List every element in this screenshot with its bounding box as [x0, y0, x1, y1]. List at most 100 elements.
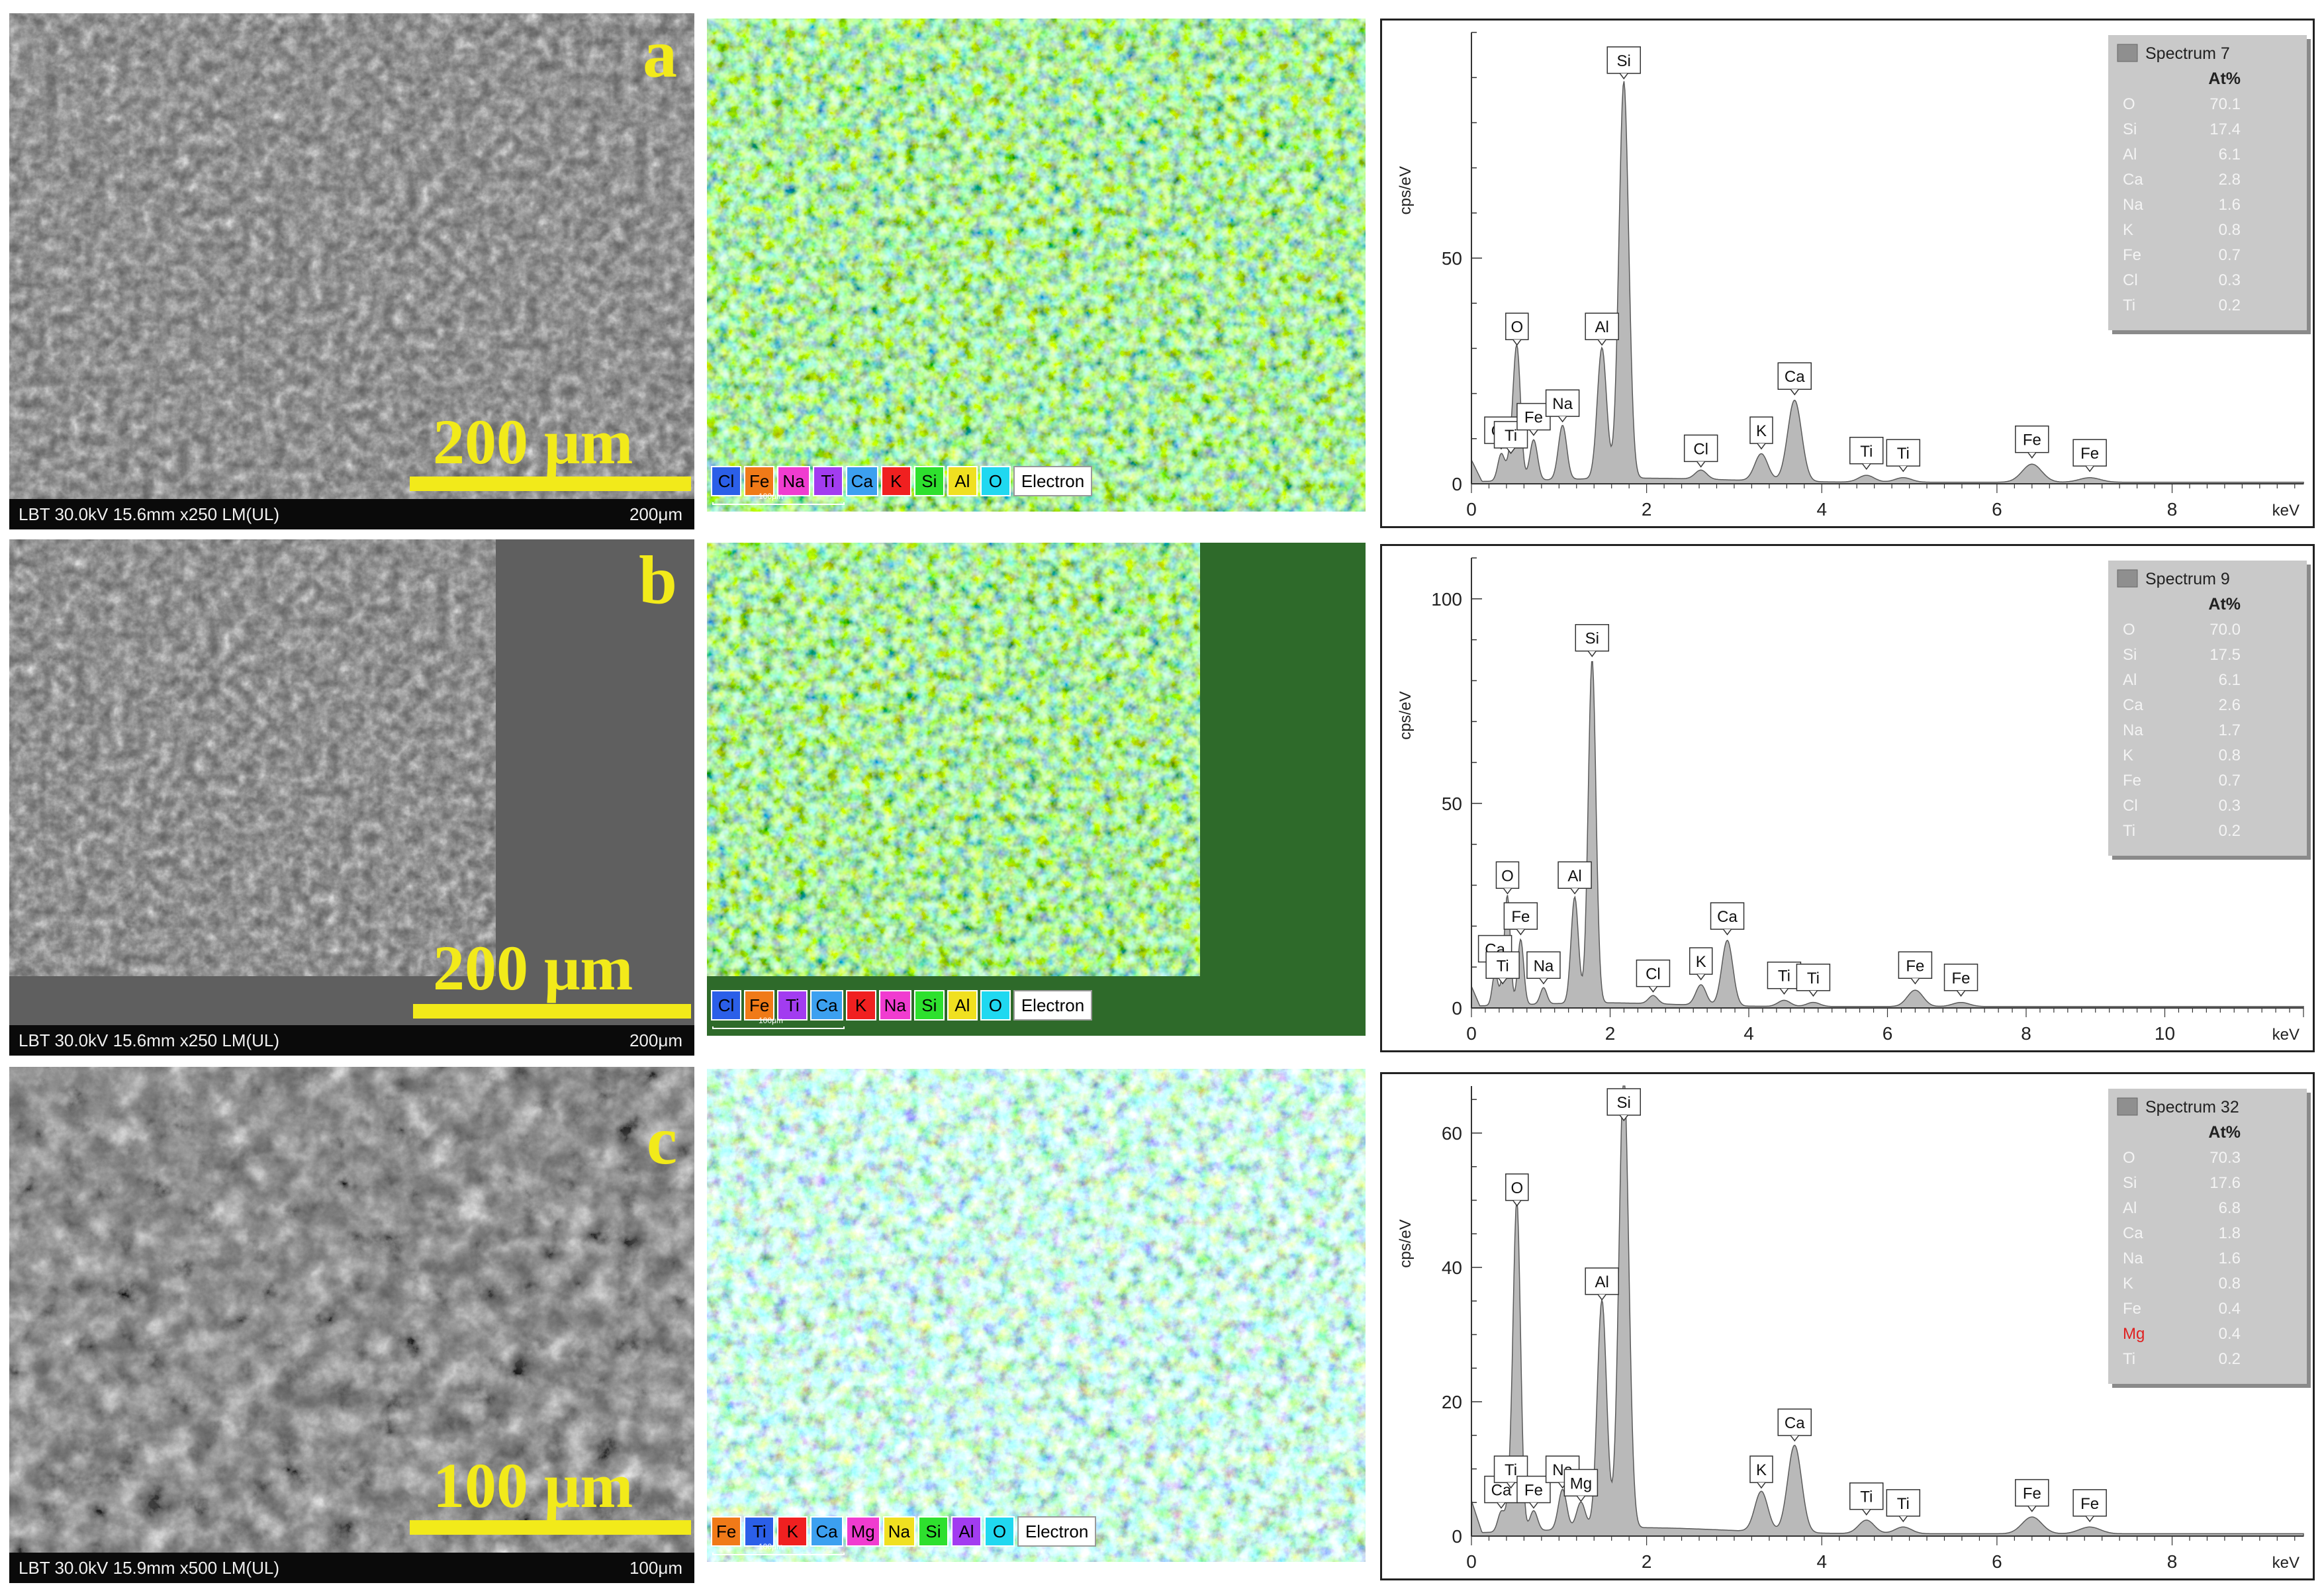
sem-texture	[9, 1067, 694, 1583]
peak-label-text: Fe	[2023, 1485, 2041, 1503]
x-tick-label: 2	[1642, 1551, 1652, 1572]
element-name: Si	[2123, 646, 2137, 664]
y-tick-label: 40	[1442, 1257, 1462, 1278]
peak-label-text: O	[1501, 867, 1514, 885]
peak-label-text: Mg	[1570, 1475, 1592, 1492]
x-tick-label: 4	[1816, 499, 1827, 520]
peak-label-ca: Ca	[1777, 362, 1812, 396]
legend-chip-al: Al	[947, 466, 978, 496]
legend-chip-si: Si	[917, 1516, 949, 1547]
peak-label-text: K	[1756, 1461, 1767, 1479]
legend-chip-electron: Electron	[1013, 990, 1093, 1021]
peak-label-text: Si	[1617, 1094, 1631, 1112]
peak-label-text: Ti	[1860, 443, 1873, 461]
peak-label-text: Si	[1585, 630, 1599, 648]
x-tick-label: 10	[2155, 1023, 2175, 1044]
element-at-percent: 2.8	[2219, 171, 2241, 189]
spectrum-curve	[1471, 660, 2304, 1009]
scale-bar-label: 200 μm	[433, 933, 633, 1003]
peak-label-pointer	[2085, 1516, 2094, 1523]
map-scale-bar: 100μm	[712, 1016, 845, 1032]
peak-label-ti: Ti	[1849, 1482, 1884, 1516]
peak-label-text: Ca	[1785, 1414, 1805, 1432]
element-name: Ti	[2123, 822, 2135, 840]
y-tick-label: 20	[1442, 1392, 1462, 1412]
legend-chip-cl: Cl	[711, 990, 741, 1021]
x-tick-label: 0	[1466, 499, 1477, 520]
sem-data-bar: LBT 30.0kV 15.6mm x250 LM(UL) 200μm	[9, 499, 694, 529]
peak-label-fe: Fe	[2015, 425, 2049, 459]
at-percent-header: At%	[2208, 1123, 2241, 1142]
peak-label-pointer	[2085, 465, 2094, 473]
peak-label-o: O	[1495, 861, 1520, 895]
x-tick-label: 0	[1466, 1551, 1477, 1572]
element-name: Al	[2123, 1199, 2137, 1217]
legend-chip-k: K	[880, 466, 911, 496]
x-tick-label: 6	[1882, 1023, 1893, 1044]
peak-label-al: Al	[1557, 861, 1592, 895]
element-at-percent: 1.7	[2219, 721, 2241, 739]
peak-label-pointer	[1587, 651, 1597, 657]
x-tick-label: 0	[1466, 1023, 1477, 1044]
element-name: O	[2123, 95, 2135, 113]
sem-data-bar-scale: 100μm	[629, 1558, 682, 1578]
peak-label-pointer	[1506, 447, 1516, 455]
element-name: O	[2123, 621, 2135, 639]
element-at-percent: 70.1	[2209, 95, 2241, 113]
map-scale-bar: 100μm	[712, 492, 845, 508]
element-legend: Fe Ti K Ca Mg Na Si Al O Electron	[711, 1516, 1097, 1547]
peak-label-pointer	[1757, 1482, 1766, 1489]
peak-label-text: Cl	[1693, 440, 1708, 458]
element-at-percent: 17.5	[2209, 646, 2241, 664]
peak-label-text: Ca	[1785, 368, 1805, 386]
peak-label-pointer	[1808, 990, 1818, 997]
peak-label-text: Na	[1552, 395, 1573, 413]
peak-label-fe: Fe	[1943, 964, 1978, 997]
peak-label-si: Si	[1575, 623, 1610, 657]
peak-label-box	[1636, 959, 1671, 987]
at-percent-header: At%	[2208, 69, 2241, 88]
peak-label-box	[1689, 947, 1713, 975]
peak-label-fe: Fe	[2072, 439, 2107, 473]
peak-label-box	[1557, 861, 1592, 889]
element-name: Al	[2123, 671, 2137, 689]
peak-label-box	[1749, 1455, 1773, 1483]
peak-label-pointer	[1697, 461, 1706, 468]
peak-label-text: Cl	[1646, 966, 1661, 983]
peak-label-pointer	[1898, 1516, 1908, 1523]
spectrum-chart: 0 50 100 0 2 4 6 8 10 keV cps/eV Ca Ti O Fe Na Al Si Cl K Ca…	[1397, 557, 2311, 1044]
element-name: Ti	[2123, 1350, 2135, 1368]
legend-chip-al: Al	[951, 1516, 982, 1547]
peak-label-text: Al	[1595, 318, 1608, 336]
spectrum-title: Spectrum 32	[2145, 1098, 2239, 1116]
element-name: Ca	[2123, 171, 2143, 189]
legend-chip-electron: Electron	[1017, 1516, 1097, 1547]
panel-letter: c	[646, 1103, 677, 1179]
peak-label-box	[1505, 312, 1529, 340]
peak-label-text: Fe	[2080, 1495, 2099, 1513]
peak-label-pointer	[1956, 990, 1966, 997]
peak-label-box	[1767, 961, 1802, 989]
peak-label-text: O	[1511, 1179, 1523, 1197]
x-axis-label: keV	[2272, 1026, 2300, 1044]
x-tick-label: 2	[1605, 1023, 1616, 1044]
peak-label-box	[1485, 951, 1520, 979]
peak-label-pointer	[1898, 465, 1908, 473]
peak-label-text: Ti	[1505, 427, 1517, 445]
peak-label-pointer	[1512, 1200, 1522, 1207]
element-name: Cl	[2123, 271, 2138, 289]
peak-label-box	[1526, 951, 1561, 979]
peak-label-text: Ti	[1897, 445, 1910, 463]
panel-letter: a	[643, 16, 677, 92]
y-axis-label: cps/eV	[1397, 166, 1415, 214]
peak-label-text: Al	[1567, 867, 1581, 885]
peak-label-text: Ti	[1497, 957, 1509, 975]
element-at-percent: 70.0	[2209, 621, 2241, 639]
legend-swatch	[2117, 569, 2138, 588]
peak-label-k: K	[1749, 1455, 1773, 1489]
peak-label-pointer	[1597, 339, 1606, 346]
map-texture	[707, 19, 1366, 512]
element-name: Cl	[2123, 797, 2138, 815]
peak-label-al: Al	[1585, 312, 1619, 346]
element-at-percent: 0.7	[2219, 246, 2241, 264]
